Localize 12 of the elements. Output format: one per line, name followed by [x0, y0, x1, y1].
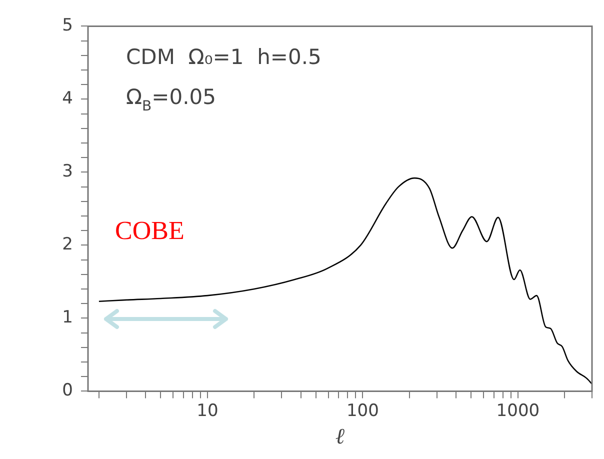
- x-tick-label: 100: [346, 400, 379, 421]
- x-tick-label: 10: [196, 400, 218, 421]
- y-tick-label: 4: [62, 88, 73, 109]
- y-tick-label: 0: [62, 380, 73, 401]
- y-tick-label: 5: [62, 16, 73, 36]
- y-tick-label: 1: [62, 308, 73, 328]
- x-axis-title: ℓ: [335, 424, 346, 450]
- annotation: COBE: [115, 216, 184, 246]
- x-tick-label: 1000: [496, 400, 540, 421]
- y-tick-label: 2: [62, 234, 73, 255]
- y-tick-label: 3: [62, 162, 73, 182]
- annotation: CDM Ω₀=1 h=0.5: [126, 45, 322, 70]
